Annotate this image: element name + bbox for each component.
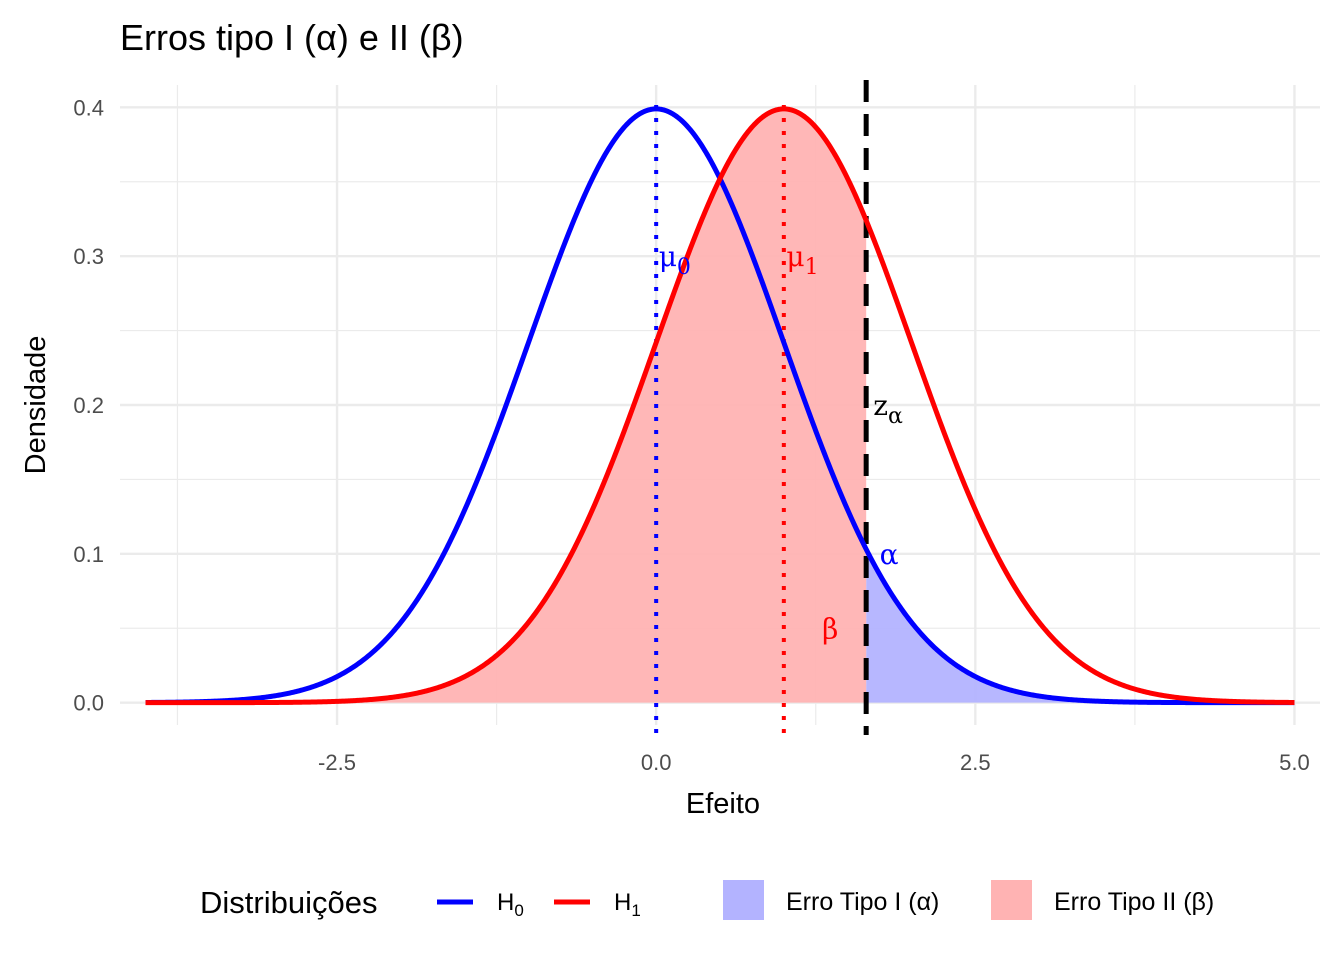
legend-key-fill <box>991 880 1032 920</box>
reference-lines <box>654 80 869 735</box>
y-tick-label: 0.0 <box>73 691 104 716</box>
legend-key-fill <box>723 880 764 920</box>
legend-label: Erro Tipo I (α) <box>786 888 939 916</box>
x-tick-label: 0.0 <box>641 750 672 775</box>
annotation: β <box>822 612 838 645</box>
annotations: μ0 μ1 zα α β <box>659 240 903 645</box>
x-axis-label: Efeito <box>686 788 760 820</box>
x-tick-label: 2.5 <box>960 750 991 775</box>
density-curve-H1 <box>145 106 1295 706</box>
annotation: μ0 <box>659 240 691 280</box>
y-tick-label: 0.1 <box>73 542 104 567</box>
chart-title: Erros tipo I (α) e II (β) <box>120 17 464 58</box>
legend-label: H0 <box>497 889 524 920</box>
shaded-region <box>866 549 1295 703</box>
y-tick-label: 0.4 <box>73 95 104 120</box>
annotation: α <box>880 538 899 571</box>
legend-label: H1 <box>614 889 641 920</box>
y-axis-ticks: 0.0 0.1 0.2 0.3 0.4 <box>73 95 104 715</box>
x-axis-ticks: -2.5 0.0 2.5 5.0 <box>318 750 1310 775</box>
annotation: μ1 <box>786 240 818 280</box>
x-tick-label: 5.0 <box>1279 750 1310 775</box>
annotation: zα <box>873 389 903 429</box>
legend-title: Distribuições <box>200 885 377 920</box>
shaded-region <box>145 108 867 703</box>
y-axis-label: Densidade <box>20 336 52 475</box>
x-tick-label: -2.5 <box>318 750 356 775</box>
shaded-regions <box>145 108 1295 703</box>
density-curves <box>145 106 1295 706</box>
legend-label: Erro Tipo II (β) <box>1054 888 1214 916</box>
y-tick-label: 0.2 <box>73 393 104 418</box>
y-tick-label: 0.3 <box>73 244 104 269</box>
legend: Distribuições H0 H1 Erro Tipo I (α) Erro Ti… <box>200 880 1214 920</box>
